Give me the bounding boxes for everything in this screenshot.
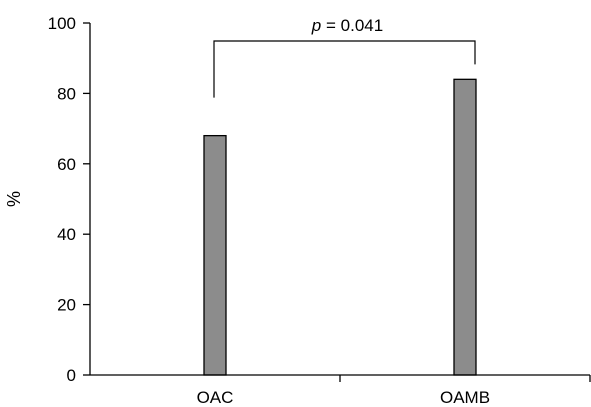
y-tick-label: 0 [67, 366, 76, 385]
y-axis-ticks: 0 20 40 60 80 100 [48, 14, 90, 385]
y-tick-label: 60 [57, 155, 76, 174]
x-tick-label: OAC [197, 388, 234, 407]
p-value-annotation: p = 0.041 [311, 16, 383, 35]
bracket-line [213, 40, 476, 98]
y-axis-title: % [4, 191, 24, 207]
p-value-text: = 0.041 [321, 16, 383, 35]
x-axis-ticks: OAC OAMB [197, 375, 591, 407]
bar-oac [203, 134, 227, 376]
y-tick-label: 20 [57, 296, 76, 315]
bars [203, 78, 477, 376]
bar-oamb [453, 78, 477, 376]
y-tick-label: 100 [48, 14, 76, 33]
y-tick-label: 80 [57, 84, 76, 103]
x-tick-label: OAMB [440, 388, 490, 407]
y-tick-label: 40 [57, 225, 76, 244]
p-symbol: p [311, 16, 321, 35]
significance-bracket [213, 40, 476, 98]
